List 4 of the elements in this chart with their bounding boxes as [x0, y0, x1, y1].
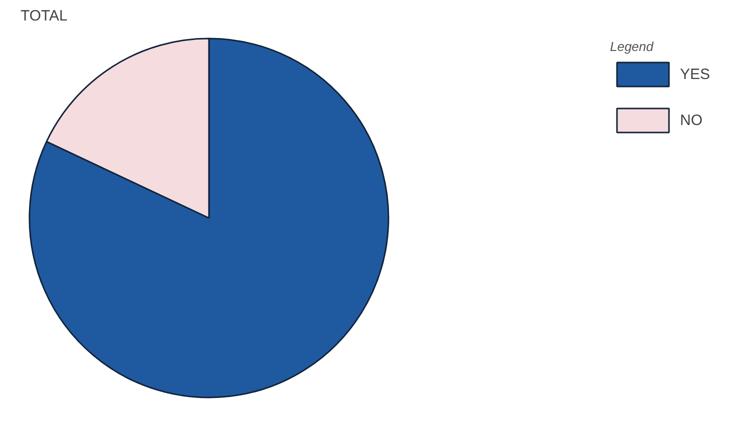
legend-label: YES	[680, 66, 710, 82]
chart-title: TOTAL	[20, 8, 68, 24]
legend-title: Legend	[610, 39, 655, 54]
legend-label: NO	[680, 112, 702, 128]
